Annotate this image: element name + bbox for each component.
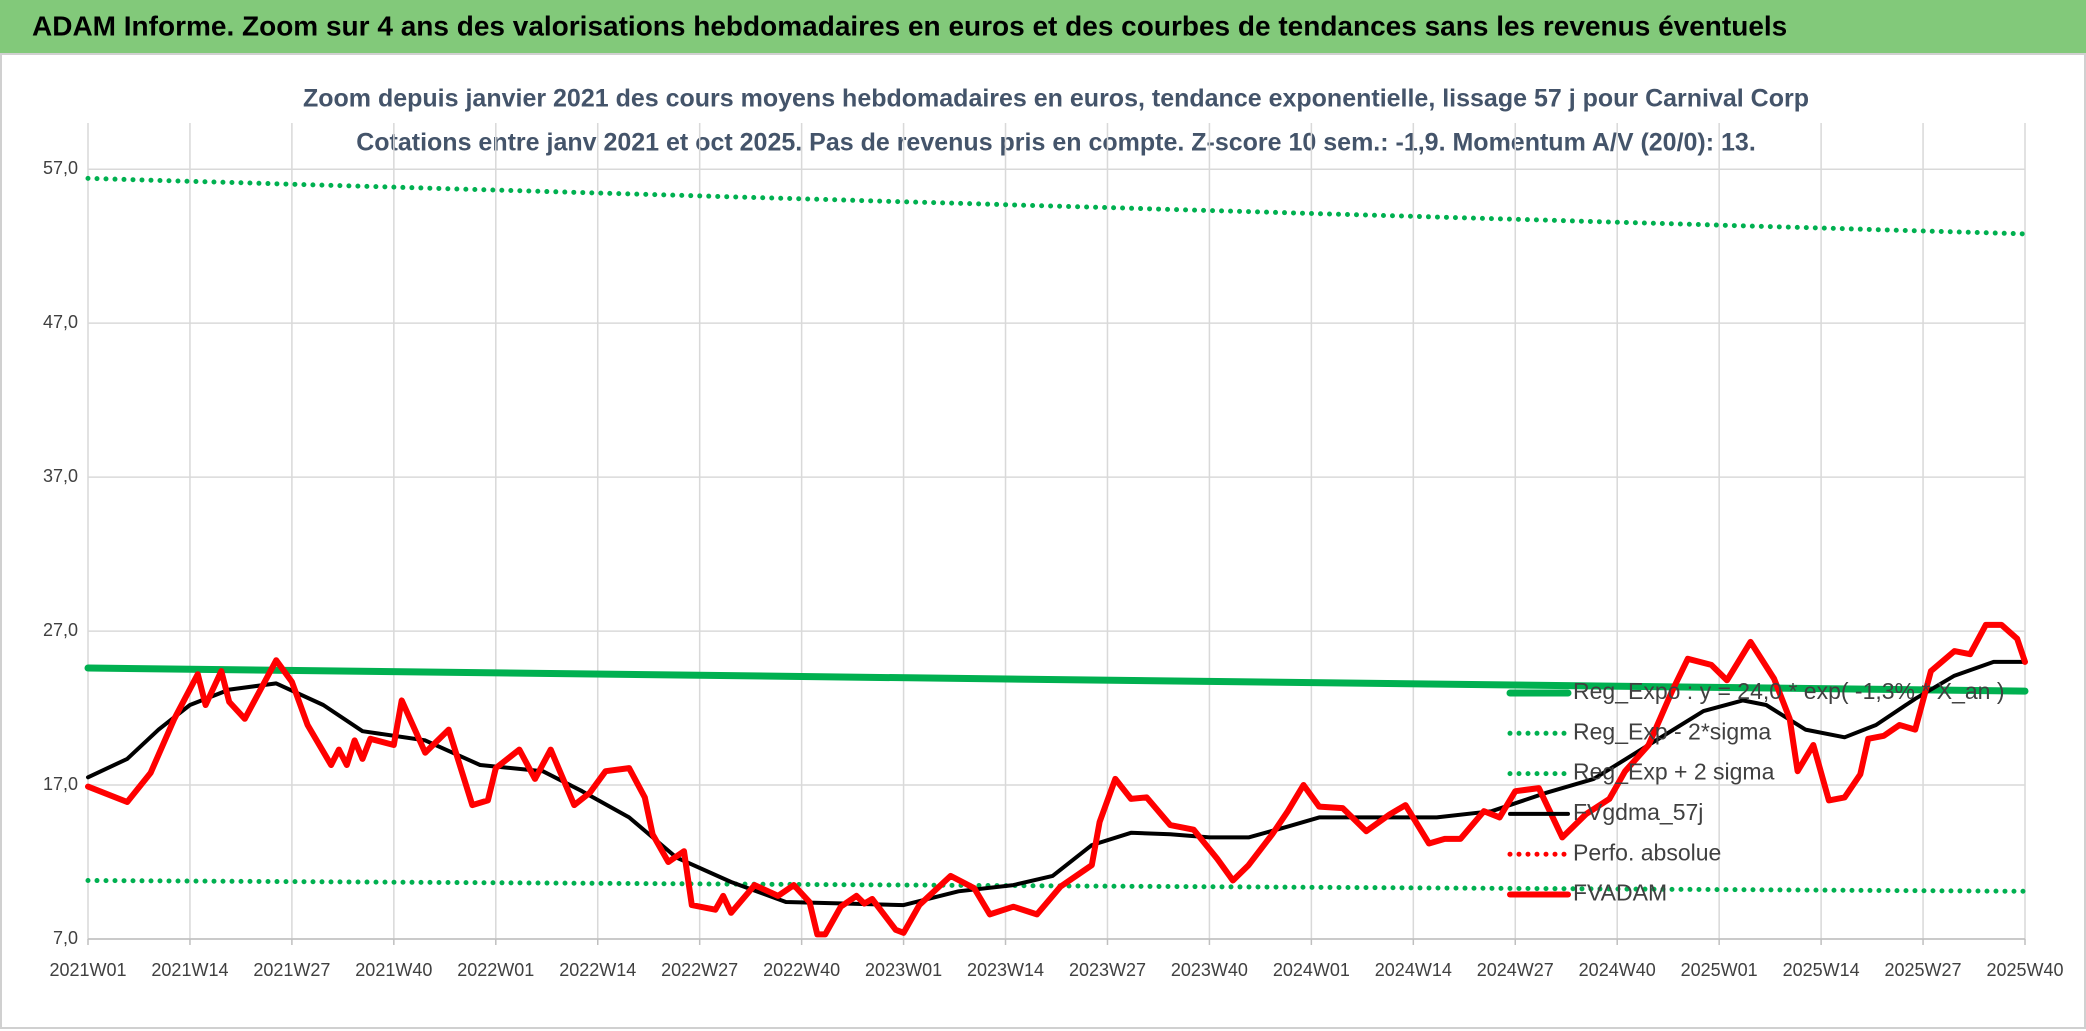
grid: 7,0 17,0 27,0 37,0 47,0 57,0 2021W01 2021W14 202… — [43, 123, 2064, 980]
x-tick-label: 2022W27 — [661, 960, 738, 980]
x-tick-label: 2023W01 — [865, 960, 942, 980]
legend-label: Reg_Exp - 2*sigma — [1573, 718, 1771, 744]
x-tick-label: 2021W27 — [253, 960, 330, 980]
chart-subtitle: Cotations entre janv 2021 et oct 2025. P… — [356, 129, 1756, 157]
legend-label: Reg_Exp + 2 sigma — [1573, 759, 1775, 785]
x-tick-label: 2024W40 — [1579, 960, 1656, 980]
x-tick-label: 2023W27 — [1069, 960, 1146, 980]
series-line — [86, 659, 2027, 908]
series-line — [85, 878, 2028, 894]
x-tick-label: 2021W14 — [151, 960, 228, 980]
legend-label: Reg_Expo : y = 24,0 * exp( -1,3% * X_an … — [1573, 678, 2005, 704]
x-tick-label: 2022W14 — [559, 960, 636, 980]
banner-title: ADAM Informe. Zoom sur 4 ans des valoris… — [32, 10, 1787, 41]
x-tick-label: 2025W14 — [1783, 960, 1860, 980]
legend-label: Perfo. absolue — [1573, 839, 1721, 865]
y-tick-label: 57,0 — [43, 158, 78, 178]
y-tick-label: 7,0 — [53, 928, 78, 948]
x-tick-label: 2024W14 — [1375, 960, 1452, 980]
x-tick-label: 2022W01 — [457, 960, 534, 980]
x-tick-label: 2024W27 — [1477, 960, 1554, 980]
y-tick-label: 27,0 — [43, 620, 78, 640]
legend-label: FVgdma_57j — [1573, 799, 1703, 825]
series-line — [85, 621, 2028, 938]
y-tick-label: 47,0 — [43, 312, 78, 332]
x-tick-label: 2023W14 — [967, 960, 1044, 980]
chart-frame — [0, 53, 2086, 1029]
chart-title: Zoom depuis janvier 2021 des cours moyen… — [303, 85, 1809, 113]
x-tick-label: 2025W40 — [1986, 960, 2063, 980]
legend: Reg_Expo : y = 24,0 * exp( -1,3% * X_an … — [1506, 678, 2005, 906]
series-line — [84, 664, 2029, 695]
banner — [0, 0, 2086, 53]
y-tick-label: 37,0 — [43, 466, 78, 486]
legend-label: FVADAM — [1573, 880, 1667, 906]
x-tick-label: 2021W01 — [49, 960, 126, 980]
x-tick-label: 2024W01 — [1273, 960, 1350, 980]
series-line — [85, 175, 2028, 237]
plot — [84, 175, 2029, 938]
x-tick-label: 2022W40 — [763, 960, 840, 980]
x-tick-label: 2025W27 — [1885, 960, 1962, 980]
y-tick-label: 17,0 — [43, 774, 78, 794]
x-tick-label: 2025W01 — [1681, 960, 1758, 980]
x-tick-label: 2023W40 — [1171, 960, 1248, 980]
x-tick-label: 2021W40 — [355, 960, 432, 980]
